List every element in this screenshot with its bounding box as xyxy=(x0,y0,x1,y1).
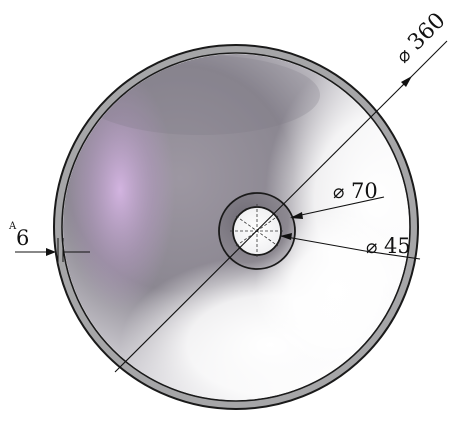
outer-diameter-value: 360 xyxy=(403,8,450,55)
wall-thickness-dimension xyxy=(15,238,90,262)
hole-inner-diameter-symbol: ⌀ xyxy=(366,236,377,258)
hole-outer-diameter-value: 70 xyxy=(351,179,378,203)
wall-thickness-value: 6 xyxy=(16,226,29,250)
outer-diameter-dimension xyxy=(114,40,448,373)
hole-outer-diameter-symbol: ⌀ xyxy=(333,181,344,203)
hole-outer-dimension xyxy=(290,196,385,219)
wall-thickness-prefix: A xyxy=(8,221,17,232)
hole-inner-dimension xyxy=(280,233,421,260)
hole-inner-diameter-value: 45 xyxy=(384,234,411,258)
